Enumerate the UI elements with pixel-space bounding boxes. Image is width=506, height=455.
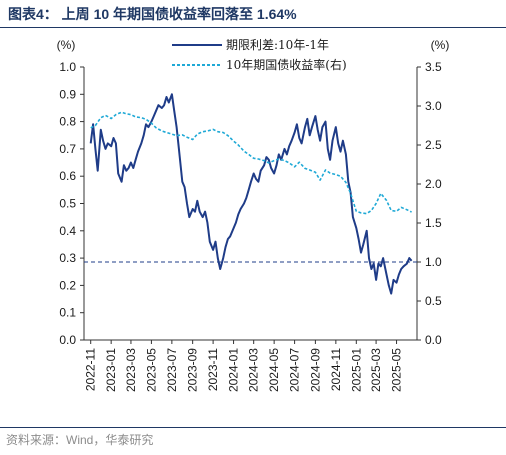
x-tick-label: 2024-09 [308, 348, 322, 392]
left-tick-label: 0.6 [59, 169, 76, 183]
left-tick-label: 0.9 [59, 87, 76, 101]
x-tick-label: 2025-03 [369, 348, 383, 392]
x-tick-label: 2024-01 [227, 348, 241, 392]
right-tick-label: 1.5 [425, 216, 442, 230]
legend-label: 10年期国债收益率(右) [226, 57, 347, 72]
right-axis-unit: (%) [431, 38, 450, 52]
left-tick-label: 0.3 [59, 251, 76, 265]
left-tick-label: 0.1 [59, 306, 76, 320]
chart-lines [84, 93, 417, 295]
x-tick-label: 2024-05 [267, 348, 281, 392]
x-tick-label: 2022-11 [84, 348, 98, 391]
footer-divider [0, 427, 506, 428]
left-tick-label: 0.0 [59, 333, 76, 347]
right-tick-label: 1.0 [425, 255, 442, 269]
chart-title: 图表4： 上周 10 年期国债收益率回落至 1.64% [8, 6, 297, 22]
series-line-10y-yield [90, 111, 412, 215]
right-tick-label: 3.0 [425, 99, 442, 113]
series-line-term-spread [89, 93, 413, 295]
title-divider [0, 27, 506, 28]
left-tick-label: 0.2 [59, 278, 76, 292]
source-note: 资料来源：Wind，华泰研究 [6, 433, 154, 447]
x-tick-label: 2024-07 [288, 348, 302, 392]
x-tick-label: 2025-05 [390, 348, 404, 392]
right-tick-label: 2.0 [425, 177, 442, 191]
legend-label: 期限利差:10年-1年 [226, 38, 329, 52]
right-tick-label: 0.0 [425, 333, 442, 347]
right-tick-label: 3.5 [425, 60, 442, 74]
x-tick-label: 2023-07 [165, 348, 179, 392]
chart-axes: (%) (%) 0.0 0.1 0.2 0.3 0.4 0.5 0.6 0.7 0.8 0.9 1.0 0… [57, 38, 450, 392]
left-tick-label: 1.0 [59, 60, 76, 74]
chart-legend: 期限利差:10年-1年 10年期国债收益率(右) [172, 38, 347, 72]
chart-canvas: (%) (%) 0.0 0.1 0.2 0.3 0.4 0.5 0.6 0.7 0.8 0.9 1.0 0… [57, 38, 450, 392]
left-tick-label: 0.7 [59, 142, 76, 156]
x-tick-label: 2023-03 [124, 348, 138, 392]
left-tick-label: 0.8 [59, 115, 76, 129]
right-tick-label: 0.5 [425, 294, 442, 308]
x-tick-label: 2023-05 [144, 348, 158, 392]
x-tick-label: 2025-01 [349, 348, 363, 392]
x-tick-label: 2024-03 [247, 348, 261, 392]
right-tick-label: 2.5 [425, 138, 442, 152]
x-tick-label: 2023-01 [104, 348, 118, 392]
x-tick-label: 2024-11 [329, 348, 343, 391]
x-tick-label: 2023-11 [206, 348, 220, 391]
left-axis-unit: (%) [57, 38, 76, 52]
left-tick-label: 0.4 [59, 224, 76, 238]
left-tick-label: 0.5 [59, 197, 76, 211]
x-tick-label: 2023-09 [186, 348, 200, 392]
